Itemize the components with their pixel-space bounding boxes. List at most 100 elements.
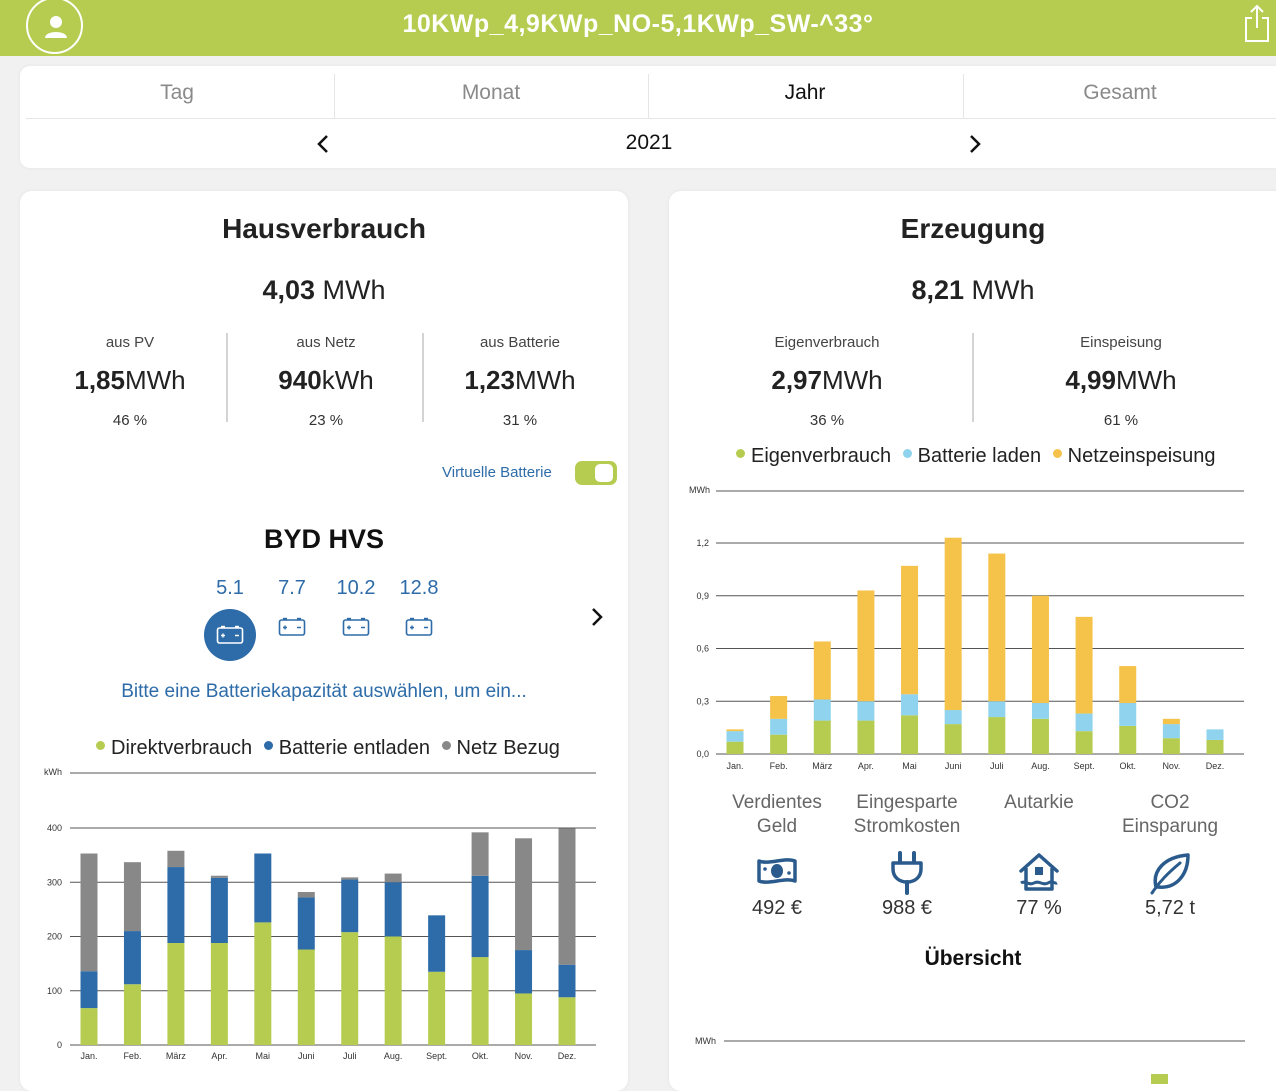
tabs-divider-line [26,118,1276,119]
battery-capacity-option[interactable]: 7.7 [278,577,306,599]
chart-bar-segment [297,892,315,898]
tab-jahr[interactable]: Jahr [784,81,826,104]
tab-gesamt[interactable]: Gesamt [1083,81,1157,104]
chart-bar-segment [297,897,315,950]
x-tick-label: Nov. [1162,761,1180,771]
stat-label: aus Batterie [479,334,561,351]
overview-title: Übersicht [924,947,1022,970]
stat-value: 1,23MWh [464,365,576,395]
legend-dot [96,741,105,751]
kpi-saved-costs: Eingesparte Stromkosten 988 € [837,791,977,920]
y-tick-label: 0,3 [696,696,709,706]
chart-bar-segment [515,838,533,951]
chart-bar-segment [210,943,228,1045]
legend-dot [736,449,745,459]
tab-monat[interactable]: Monat [461,81,521,104]
chart-bar-segment [988,717,1006,754]
house-total-unit: MWh [322,275,386,305]
chart-bar-segment [341,879,359,933]
share-icon[interactable] [1242,4,1272,44]
chart-bar-segment [1031,718,1049,754]
chart-bar-segment [384,882,402,937]
x-tick-label: Juni [298,1051,315,1061]
chevron-left-icon[interactable] [315,134,331,154]
stat-label: aus PV [105,334,155,351]
user-icon [45,16,67,38]
house-total: 4,03 MWh [20,275,628,306]
chart-bar-segment [813,641,831,700]
toggle-knob [595,464,613,482]
kpi-value: 77 % [1016,897,1062,919]
stat-value: 2,97MWh [771,365,883,395]
legend-dot [263,741,273,751]
y-tick-label: 0 [57,1040,62,1050]
house-title: Hausverbrauch [222,213,426,244]
chart-bar-segment [1206,729,1224,740]
chart-bar-segment [558,828,576,965]
app-title: 10KWp_4,9KWp_NO-5,1KWp_SW-^33° [402,10,874,38]
chart-bar-segment [813,720,831,754]
x-tick-label: März [812,761,832,771]
stat-value: 4,99MWh [1065,365,1177,395]
kpi-label: CO2 Einsparung [1121,792,1219,837]
chart-bar-segment [80,1008,98,1045]
legend-label: Direktverbrauch [111,737,253,759]
chart-bar-segment [770,695,788,719]
chart-bar-segment [770,718,788,735]
chart-bar-segment [80,971,98,1009]
overview-unit-label: MWh [695,1036,716,1046]
tab-divider [963,74,964,118]
battery-capacity-option[interactable]: 5.1 [216,577,244,599]
y-tick-label: 300 [47,877,62,887]
chart-bar-segment [471,832,489,876]
kpi-label: Verdientes Geld [732,792,822,837]
y-tick-label: 100 [47,986,62,996]
legend-dot [441,741,451,751]
battery-selection-hint[interactable]: Bitte eine Batteriekapazität auswählen, … [121,681,527,702]
chart-bar-segment [1206,739,1224,754]
profile-avatar-button[interactable] [26,0,83,54]
chart-bar-segment [988,553,1006,702]
plug-icon [891,851,923,895]
stat-divider [422,333,424,422]
battery-capacity-option[interactable]: 12.8 [399,577,439,599]
chart-bar-segment [80,853,98,972]
chevron-right-icon[interactable] [967,134,983,154]
x-tick-label: Nov. [515,1051,533,1061]
kpi-value: 492 € [751,897,803,919]
chart-bar-segment [901,694,919,716]
battery-icon[interactable] [342,617,370,637]
chart-bar-segment [901,565,919,695]
x-tick-label: Juli [990,761,1004,771]
chart-bar-segment [297,949,315,1045]
stat-divider [972,333,974,422]
virtual-battery-toggle[interactable] [575,461,617,485]
battery-icon[interactable] [405,617,433,637]
battery-capacity-option[interactable]: 10.2 [336,577,376,599]
x-tick-label: Juli [343,1051,357,1061]
chart-bar-segment [857,590,875,702]
battery-icon[interactable] [278,617,306,637]
overview-chart: MWh [695,1036,1245,1084]
chart-bar-segment [726,741,744,754]
chart-bar-segment [210,875,228,878]
production-title: Erzeugung [900,213,1046,244]
tab-tag[interactable]: Tag [160,81,194,104]
chart-bar-segment [341,877,359,880]
x-tick-label: Okt. [472,1051,489,1061]
chart-bar-segment [1075,616,1093,714]
battery-option-selected[interactable] [204,609,256,661]
stat-percent: 61 % [1103,412,1139,429]
stat-percent: 46 % [112,412,148,429]
chart-bar-segment [1031,703,1049,719]
y-tick-label: 0,0 [696,749,709,759]
chart-bar-segment [988,701,1006,718]
x-tick-label: Dez. [558,1051,577,1061]
axis-unit-label: kWh [44,767,62,777]
chevron-right-icon[interactable] [589,606,605,628]
x-tick-label: März [166,1051,186,1061]
chart-bar-segment [428,971,446,1045]
x-tick-label: Juni [945,761,962,771]
stat-value: 1,85MWh [74,365,186,395]
x-tick-label: Dez. [1206,761,1225,771]
